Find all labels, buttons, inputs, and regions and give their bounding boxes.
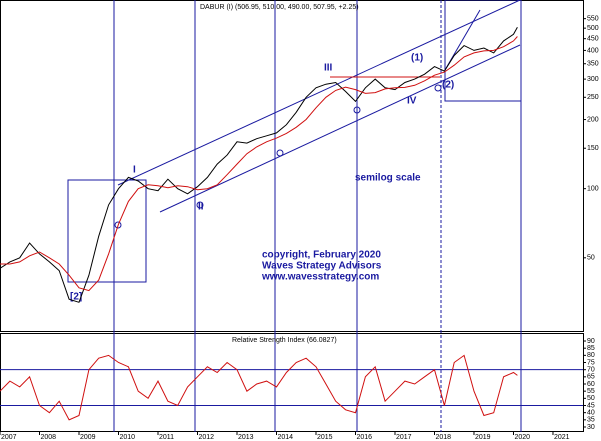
box: [67, 179, 147, 283]
wave-label: (1): [411, 53, 423, 64]
y-tick-label: 50: [587, 255, 595, 262]
y-tick-label: 45: [587, 402, 595, 409]
y-tick-label: 200: [587, 116, 599, 123]
price-panel: [0, 0, 584, 332]
x-tick-label: 2019: [475, 434, 491, 441]
y-tick-label: 100: [587, 186, 599, 193]
wave-circle: [114, 221, 122, 229]
y-tick-label: 350: [587, 61, 599, 68]
x-tick-label: 2015: [317, 434, 333, 441]
y-tick-label: 75: [587, 359, 595, 366]
x-tick-label: 2016: [356, 434, 372, 441]
y-tick-label: 300: [587, 76, 599, 83]
wave-label: II: [198, 202, 204, 213]
x-tick-label: 2010: [119, 434, 135, 441]
x-tick-label: 2020: [514, 434, 530, 441]
wave-label: IV: [407, 96, 417, 107]
x-tick-label: 2011: [159, 434, 174, 441]
y-tick-label: 80: [587, 352, 595, 359]
y-tick-label: 50: [587, 395, 595, 402]
y-tick-label: 400: [587, 47, 599, 54]
y-tick-label: 40: [587, 410, 595, 417]
y-tick-label: 85: [587, 345, 595, 352]
wave-circle: [196, 201, 204, 209]
x-tick-label: 2017: [396, 434, 412, 441]
series-line: [0, 26, 518, 303]
wave-label: I: [133, 165, 136, 176]
y-tick-label: 70: [587, 367, 595, 374]
box: [444, 0, 522, 102]
wave-circle: [276, 149, 284, 157]
y-tick-label: 35: [587, 417, 595, 424]
x-tick-label: 2012: [198, 434, 214, 441]
series-line: [0, 354, 518, 421]
y-tick-label: 250: [587, 94, 599, 101]
y-tick-label: 500: [587, 25, 599, 32]
y-tick-label: 30: [587, 424, 595, 431]
website: www.wavesstrategy.com: [261, 272, 379, 283]
y-tick-label: 150: [587, 145, 599, 152]
drawings: [67, 0, 522, 283]
y-tick-label: 550: [587, 16, 599, 23]
scale-note: semilog scale: [355, 173, 421, 184]
rsi-panel: [0, 333, 584, 432]
x-tick-label: 2008: [40, 434, 56, 441]
cycle-lines: [113, 0, 522, 432]
y-tick-label: 55: [587, 388, 595, 395]
y-tick-label: 90: [587, 338, 595, 345]
chart-title: DABUR (I) (506.95, 510.00, 490.00, 507.9…: [200, 4, 359, 11]
wave-label: [2]: [70, 292, 82, 303]
y-tick-label: 65: [587, 374, 595, 381]
wave-label: (2): [442, 80, 454, 91]
x-tick-label: 2018: [435, 434, 451, 441]
copyright: copyright, February 2020: [262, 250, 381, 261]
x-tick-label: 2009: [80, 434, 96, 441]
channel-line: [117, 0, 521, 186]
x-tick-label: 2014: [277, 434, 293, 441]
series-line: [0, 36, 518, 292]
y-tick-label: 60: [587, 381, 595, 388]
x-tick-label: 2013: [238, 434, 254, 441]
wave-label: III: [324, 63, 333, 74]
channel-line: [159, 44, 521, 213]
x-tick-label: 2021: [554, 434, 570, 441]
wave-circle: [434, 84, 442, 92]
rsi-title: Relative Strength Index (66.0827): [232, 337, 337, 344]
x-tick-label: 2007: [1, 434, 17, 441]
wave-circle: [353, 106, 361, 114]
company: Waves Strategy Advisors: [262, 261, 382, 272]
y-tick-label: 450: [587, 36, 599, 43]
